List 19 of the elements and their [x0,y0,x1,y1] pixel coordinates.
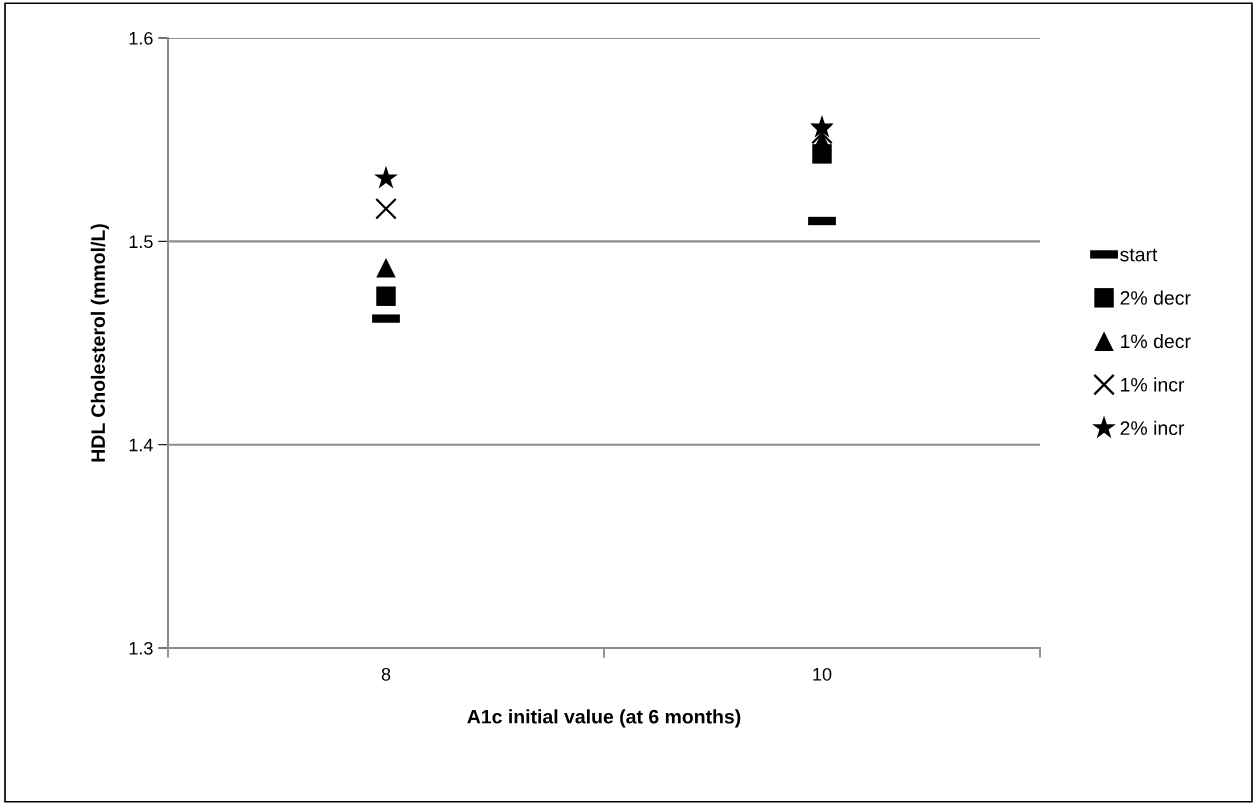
x-tick-label: 10 [813,667,832,681]
x-tick-label: 8 [381,667,391,681]
y-tick-label: 1.3 [129,641,153,655]
y-tick-label: 1.4 [129,438,153,452]
y-tick-label: 1.6 [129,31,153,45]
legend-label: 2% decr [1120,290,1191,305]
legend-label: start [1120,248,1158,262]
legend-label: 1% decr [1121,333,1191,349]
point [810,114,834,138]
x-axis-title: A1c initial value (at 6 months) [467,709,741,728]
legend-label: 2% incr [1120,420,1185,436]
legend-label: 1% incr [1121,377,1185,392]
point [374,165,398,189]
y-axis-title: HDL Cholesterol (mmol/L) [90,224,109,462]
y-tick-label: 1.5 [129,235,153,249]
point [376,286,396,306]
point [376,258,396,278]
point [375,197,397,220]
point [811,122,833,145]
